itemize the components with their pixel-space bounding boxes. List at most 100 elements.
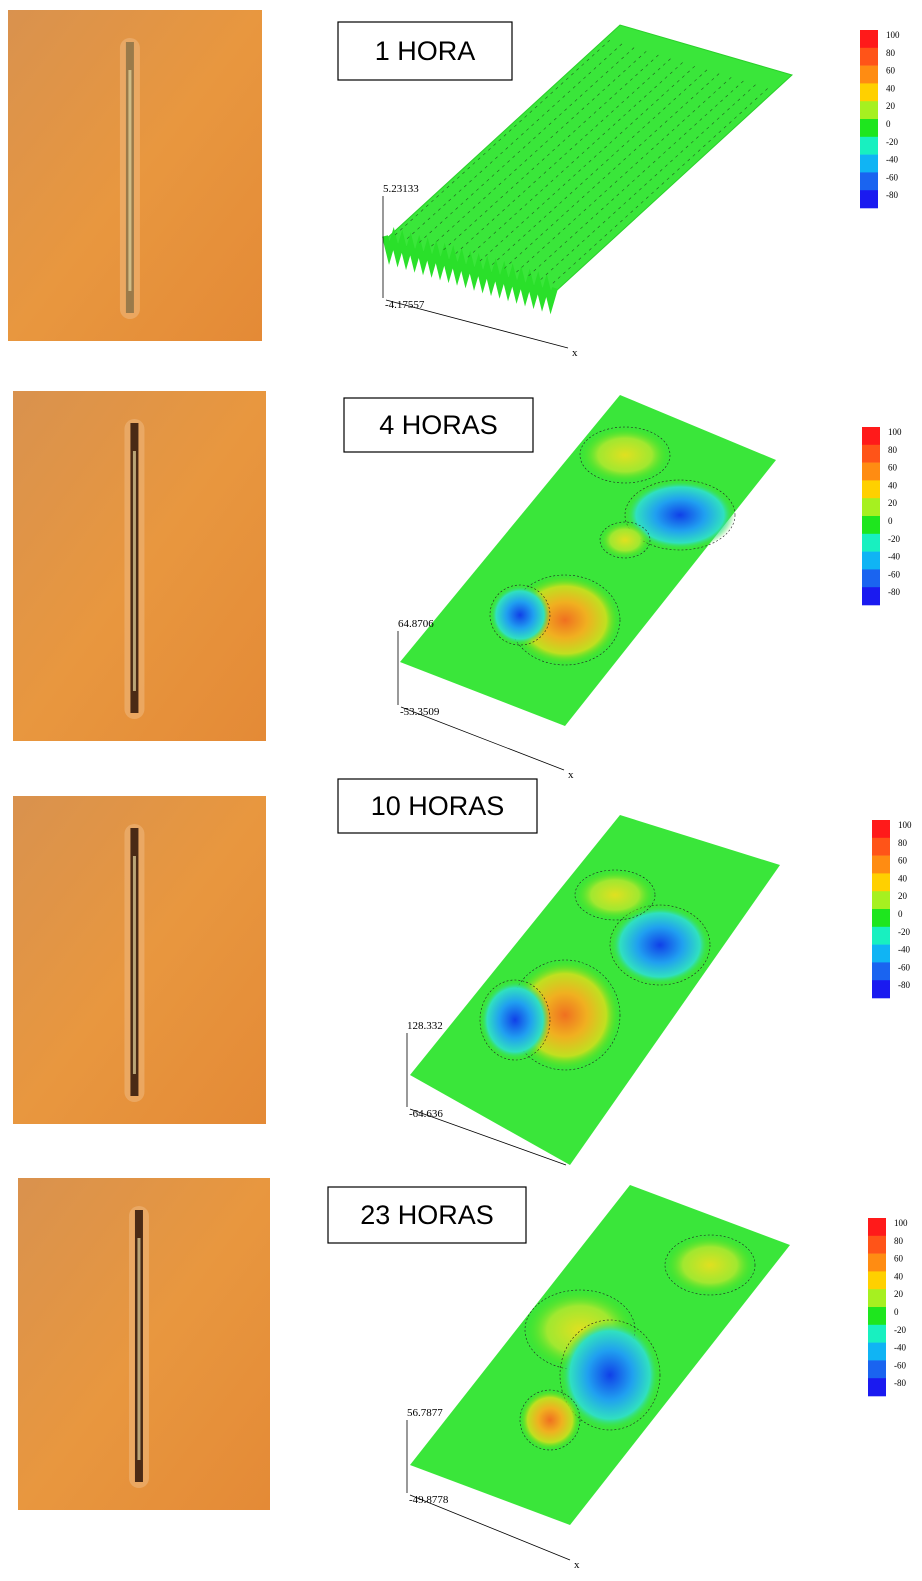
colorbar-label: -80 <box>886 190 898 200</box>
scratch-shine <box>133 451 136 691</box>
x-axis-label: x <box>574 1559 580 1571</box>
colorbar-swatch <box>860 48 878 66</box>
colorbar-label: 0 <box>894 1307 899 1317</box>
colorbar-label: 60 <box>894 1254 904 1264</box>
z-max-label: 128.332 <box>407 1020 443 1032</box>
colorbar-label: 0 <box>898 909 903 919</box>
colorbar-swatch <box>862 480 880 498</box>
colorbar-swatch <box>868 1218 886 1236</box>
colorbar-label: -80 <box>888 587 900 597</box>
contour-region <box>490 585 550 645</box>
colorbar-label: -20 <box>886 137 898 147</box>
colorbar-label: -40 <box>886 155 898 165</box>
colorbar-swatch <box>860 190 878 208</box>
z-max-label: 5.23133 <box>383 183 419 195</box>
z-max-label: 64.8706 <box>398 618 434 630</box>
colorbar-swatch <box>868 1378 886 1396</box>
contour-region <box>520 1390 580 1450</box>
panel: 5.23133 -4.17557 x 1 HORA 100 80 60 40 20 0 -20 -40… <box>8 10 900 359</box>
colorbar-label: 20 <box>886 101 896 111</box>
colorbar-label: 80 <box>888 445 898 455</box>
contour-region <box>575 870 655 920</box>
z-min-label: -49.8778 <box>409 1494 449 1506</box>
colorbar-swatch <box>862 516 880 534</box>
colorbar-label: -60 <box>888 569 900 579</box>
colorbar-swatch <box>860 137 878 155</box>
contour-region <box>665 1235 755 1295</box>
contour-region <box>480 980 550 1060</box>
colorbar-label: 80 <box>886 48 896 58</box>
colorbar-swatch <box>872 838 890 856</box>
colorbar-swatch <box>860 119 878 137</box>
colorbar-swatch <box>862 445 880 463</box>
panel: 56.7877 -49.8778 x 23 HORAS 100 80 60 40 20 0 -20 -… <box>18 1178 908 1571</box>
colorbar-label: -40 <box>898 945 910 955</box>
colorbar-swatch <box>872 962 890 980</box>
colorbar-label: 20 <box>894 1289 904 1299</box>
colorbar-label: 0 <box>886 119 891 129</box>
colorbar-swatch <box>860 155 878 173</box>
z-max-label: 56.7877 <box>407 1407 443 1419</box>
x-axis-label: x <box>568 769 574 781</box>
colorbar-label: -60 <box>898 962 910 972</box>
colorbar-swatch <box>860 83 878 101</box>
colorbar-swatch <box>872 909 890 927</box>
colorbar-label: 100 <box>894 1218 908 1228</box>
z-min-label: -4.17557 <box>385 299 425 311</box>
colorbar-swatch <box>872 980 890 998</box>
panel-title: 23 HORAS <box>360 1200 494 1230</box>
colorbar-label: -20 <box>894 1325 906 1335</box>
colorbar-label: -20 <box>888 534 900 544</box>
z-min-label: -53.3509 <box>400 706 440 718</box>
colorbar-label: 40 <box>888 480 898 490</box>
colorbar-swatch <box>868 1271 886 1289</box>
colorbar-label: 20 <box>898 891 908 901</box>
colorbar-swatch <box>862 587 880 605</box>
colorbar-swatch <box>868 1325 886 1343</box>
colorbar-label: -20 <box>898 927 910 937</box>
colorbar-swatch <box>868 1360 886 1378</box>
colorbar-label: 40 <box>894 1271 904 1281</box>
colorbar-label: -60 <box>886 172 898 182</box>
scratch-shine <box>128 70 131 291</box>
colorbar-swatch <box>872 820 890 838</box>
colorbar-label: -40 <box>894 1343 906 1353</box>
figure: 5.23133 -4.17557 x 1 HORA 100 80 60 40 20 0 -20 -40… <box>0 0 922 1581</box>
colorbar-swatch <box>872 856 890 874</box>
colorbar-swatch <box>862 463 880 481</box>
colorbar-swatch <box>862 569 880 587</box>
z-min-label: -64.636 <box>409 1108 443 1120</box>
panel-title: 1 HORA <box>375 36 476 66</box>
colorbar-label: 60 <box>886 66 896 76</box>
contour-region <box>580 427 670 483</box>
colorbar-swatch <box>860 30 878 48</box>
colorbar-swatch <box>872 927 890 945</box>
colorbar-label: 80 <box>894 1236 904 1246</box>
colorbar-label: -80 <box>898 980 910 990</box>
colorbar-label: 100 <box>888 427 902 437</box>
colorbar-swatch <box>868 1343 886 1361</box>
scratch-shine <box>133 856 136 1074</box>
colorbar-label: -80 <box>894 1378 906 1388</box>
colorbar-label: 40 <box>886 83 896 93</box>
colorbar-label: 100 <box>898 820 912 830</box>
colorbar-swatch <box>860 172 878 190</box>
colorbar-swatch <box>868 1289 886 1307</box>
panel-title: 10 HORAS <box>371 791 505 821</box>
colorbar-label: 60 <box>888 463 898 473</box>
colorbar-swatch <box>862 534 880 552</box>
colorbar-swatch <box>872 891 890 909</box>
colorbar-swatch <box>868 1254 886 1272</box>
colorbar-swatch <box>860 101 878 119</box>
colorbar-label: -60 <box>894 1360 906 1370</box>
x-axis-label: x <box>572 347 578 359</box>
panel-title: 4 HORAS <box>379 410 498 440</box>
colorbar-label: 100 <box>886 30 900 40</box>
colorbar-label: 80 <box>898 838 908 848</box>
colorbar-label: 40 <box>898 873 908 883</box>
scratch-shine <box>137 1238 140 1460</box>
colorbar-swatch <box>872 945 890 963</box>
colorbar-swatch <box>862 552 880 570</box>
